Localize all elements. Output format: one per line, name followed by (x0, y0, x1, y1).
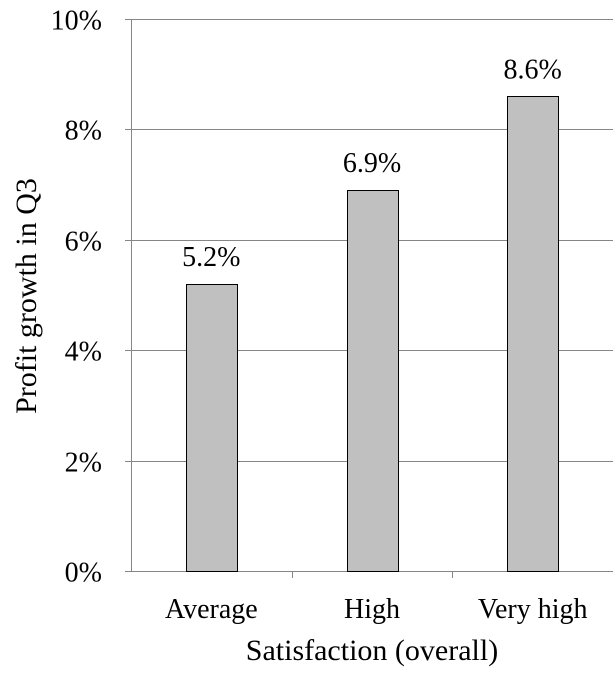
data-label: 6.9% (343, 148, 401, 179)
x-axis-title: Satisfaction (overall) (246, 634, 498, 667)
y-axis-title: Profit growth in Q3 (10, 178, 43, 414)
bars (186, 96, 559, 572)
bar (186, 284, 238, 572)
x-tick-label: Average (165, 594, 258, 625)
y-tick-label: 8% (65, 116, 102, 147)
y-tick-label: 10% (51, 6, 102, 37)
data-label: 8.6% (504, 54, 562, 85)
y-tick-label: 6% (65, 227, 102, 258)
bar (507, 96, 559, 572)
y-tick-label: 0% (65, 558, 102, 589)
y-tick-label: 2% (65, 448, 102, 479)
data-label: 5.2% (182, 242, 240, 273)
tick-labels: 0% 2% 4% 6% 8% 10% Average High Very high (51, 6, 588, 626)
bar (347, 190, 399, 572)
x-tick-label: High (344, 594, 400, 625)
y-tick-label: 4% (65, 337, 102, 368)
x-tick-label: Very high (478, 594, 588, 625)
data-labels: 5.2% 6.9% 8.6% (182, 54, 562, 273)
